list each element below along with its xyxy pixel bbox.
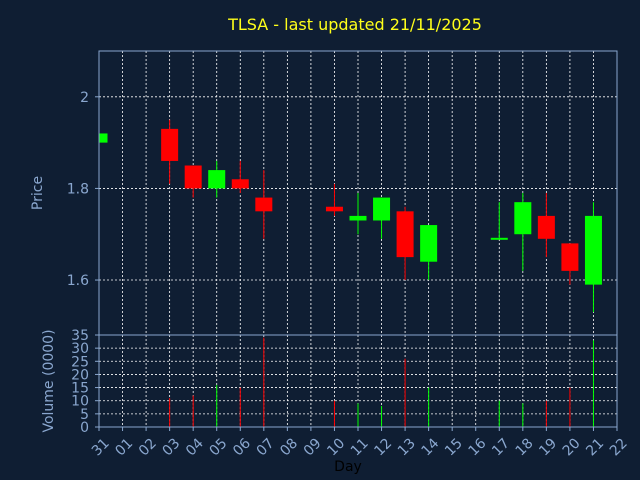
candle-body	[99, 133, 108, 143]
x-axis: 31 01 02 03 04 05 06 07 08 09 10 11 12 13 14 15 16 17 18 19…	[89, 427, 631, 459]
candle-body	[231, 179, 249, 189]
candle-body	[161, 128, 179, 161]
volume-tick-label: 25	[71, 354, 89, 370]
volume-tick-label: 10	[71, 394, 89, 410]
candles	[98, 119, 602, 313]
candle-body	[584, 215, 602, 285]
candle-body	[514, 202, 532, 235]
volume-tick-label: 5	[80, 407, 89, 423]
volume-tick-label: 35	[71, 328, 89, 344]
price-axis: 1.6 1.8 2	[67, 90, 99, 289]
price-axis-label: Price	[30, 176, 46, 210]
volume-tick-label: 30	[71, 341, 89, 357]
candle-body	[349, 215, 367, 221]
volume-axis-label: Volume (0000)	[41, 329, 57, 432]
candle-body	[373, 197, 391, 221]
x-axis-label: Day	[334, 459, 362, 475]
volume-tick-label: 15	[71, 381, 89, 397]
candle-body	[490, 237, 508, 240]
candle-body	[208, 170, 226, 189]
price-tick-label: 1.6	[67, 273, 89, 289]
volume-tick-label: 0	[80, 420, 89, 436]
price-tick-label: 1.8	[67, 181, 89, 197]
price-tick-label: 2	[80, 90, 89, 106]
candle-body	[184, 165, 202, 189]
candle-body	[255, 197, 273, 212]
candle-body	[325, 206, 343, 212]
candle-body	[396, 211, 414, 258]
chart-title: TLSA - last updated 21/11/2025	[227, 15, 482, 34]
candle-body	[537, 215, 555, 239]
candle-body	[561, 243, 579, 271]
volume-bars	[169, 337, 594, 427]
volume-tick-label: 20	[71, 367, 89, 383]
candle-body	[420, 225, 438, 262]
